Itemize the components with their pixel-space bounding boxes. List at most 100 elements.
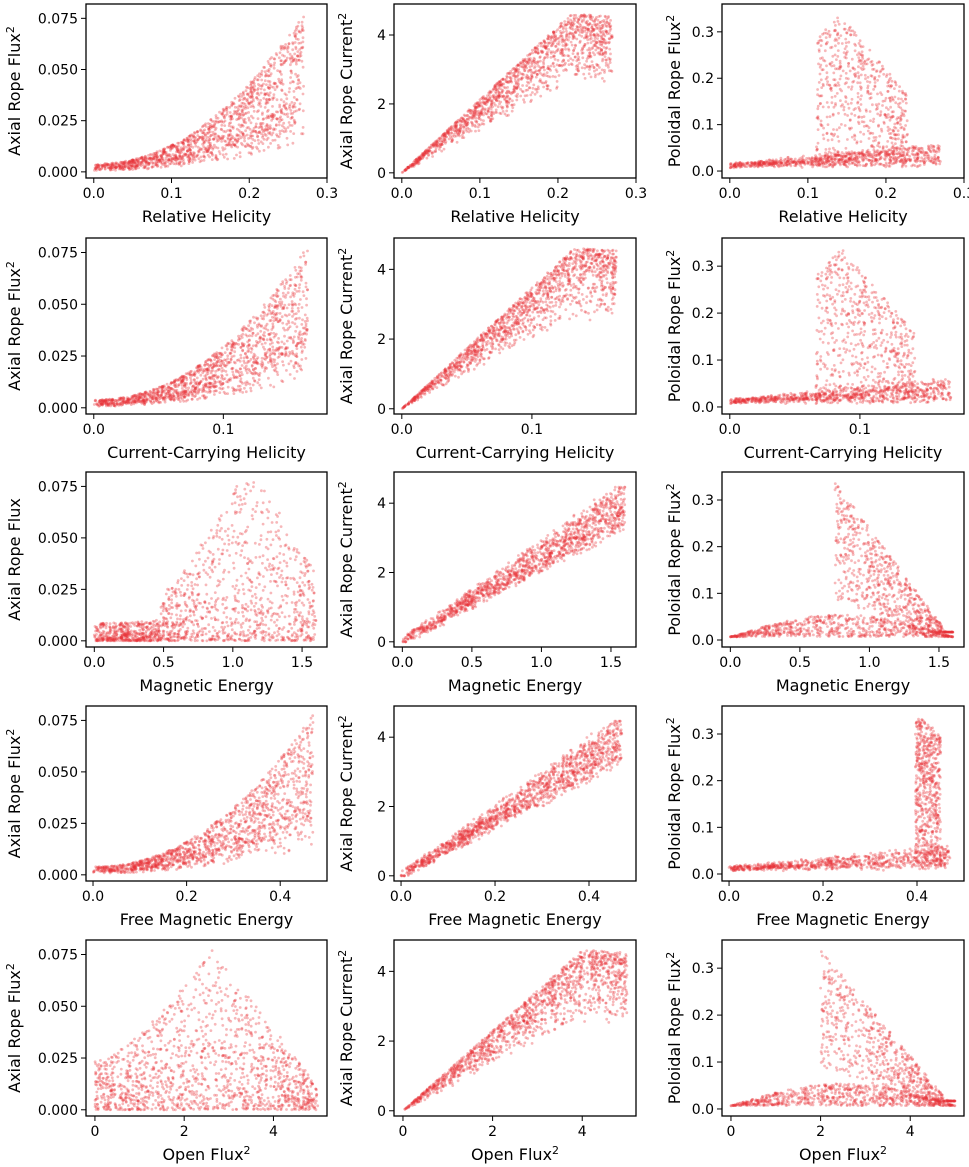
scatter-point: [845, 45, 848, 48]
scatter-point: [431, 151, 434, 155]
scatter-point: [427, 149, 430, 153]
scatter-point: [305, 328, 309, 331]
scatter-point: [845, 31, 849, 35]
scatter-point: [848, 153, 852, 156]
scatter-point: [163, 147, 167, 151]
scatter-point: [275, 117, 279, 121]
scatter-point: [795, 160, 799, 164]
scatter-point: [501, 77, 505, 81]
scatter-point: [495, 99, 498, 102]
scatter-point: [171, 157, 175, 161]
scatter-point: [543, 68, 546, 72]
scatter-point: [591, 29, 594, 33]
scatter-point: [179, 392, 183, 396]
scatter-point: [423, 153, 427, 157]
scatter-point: [437, 140, 440, 144]
scatter-point: [144, 392, 148, 396]
scatter-point: [857, 161, 860, 165]
scatter-point: [578, 41, 582, 44]
scatter-point: [271, 115, 274, 119]
scatter-point: [236, 145, 240, 149]
scatter-point: [215, 156, 218, 160]
scatter-point: [169, 398, 173, 401]
scatter-point: [134, 167, 138, 171]
scatter-point: [816, 107, 820, 111]
scatter-point: [416, 162, 420, 166]
scatter-point: [176, 144, 180, 148]
scatter-point: [521, 90, 525, 94]
scatter-point: [297, 364, 301, 368]
scatter-point: [155, 163, 158, 167]
scatter-point: [765, 159, 768, 163]
scatter-point: [515, 98, 519, 102]
scatter-point: [559, 52, 562, 55]
scatter-point: [585, 14, 588, 18]
scatter-point: [535, 90, 539, 94]
scatter-point: [890, 95, 894, 99]
scatter-point: [483, 97, 487, 101]
scatter-point: [830, 101, 834, 105]
scatter-point: [869, 96, 873, 100]
scatter-point: [240, 370, 243, 374]
scatter-point: [220, 120, 224, 124]
scatter-point: [914, 147, 918, 151]
scatter-point: [922, 160, 926, 164]
scatter-point: [232, 341, 236, 345]
scatter-point: [869, 161, 873, 165]
scatter-point: [571, 34, 575, 38]
scatter-point: [590, 47, 594, 50]
scatter-point: [564, 47, 567, 51]
scatter-point: [901, 141, 904, 144]
scatter-point: [191, 153, 194, 157]
scatter-point: [556, 37, 559, 40]
scatter-point: [824, 36, 828, 39]
scatter-point: [302, 294, 306, 297]
scatter-point: [230, 367, 234, 370]
scatter-point: [269, 114, 273, 118]
scatter-point: [592, 33, 595, 37]
scatter-point: [829, 86, 833, 90]
scatter-point: [529, 77, 533, 81]
scatter-point: [536, 44, 540, 48]
scatter-point: [846, 77, 850, 81]
scatter-point: [927, 159, 931, 162]
scatter-point: [458, 129, 462, 133]
scatter-point: [167, 158, 171, 162]
scatter-point: [255, 96, 259, 99]
scatter-point: [763, 162, 766, 166]
scatter-point: [767, 161, 771, 165]
scatter-point: [893, 133, 896, 136]
scatter-point: [526, 54, 529, 57]
scatter-point: [531, 51, 535, 55]
scatter-point: [893, 80, 897, 84]
scatter-point: [204, 396, 207, 400]
scatter-point: [602, 38, 606, 41]
scatter-point: [139, 160, 143, 164]
scatter-point: [584, 33, 588, 37]
scatter-point: [208, 376, 212, 380]
scatter-point: [915, 157, 919, 161]
scatter-point: [147, 393, 151, 397]
scatter-point: [589, 37, 593, 40]
scatter-point: [883, 113, 887, 117]
scatter-point: [930, 146, 933, 150]
scatter-point: [886, 84, 890, 88]
scatter-point: [194, 386, 198, 390]
scatter-point: [187, 135, 191, 138]
scatter-point: [507, 91, 511, 94]
scatter-point: [849, 155, 853, 159]
scatter-point: [298, 102, 302, 106]
scatter-point: [743, 165, 747, 169]
scatter-point: [268, 80, 272, 84]
scatter-point: [902, 128, 906, 132]
scatter-point: [609, 36, 613, 40]
scatter-point: [455, 134, 458, 138]
scatter-point: [904, 140, 908, 144]
scatter-point: [828, 159, 831, 163]
scatter-point: [460, 120, 464, 123]
scatter-point: [489, 99, 493, 103]
scatter-point: [131, 159, 135, 162]
scatter-point: [192, 154, 195, 157]
scatter-point: [588, 17, 592, 21]
scatter-point: [827, 155, 831, 159]
